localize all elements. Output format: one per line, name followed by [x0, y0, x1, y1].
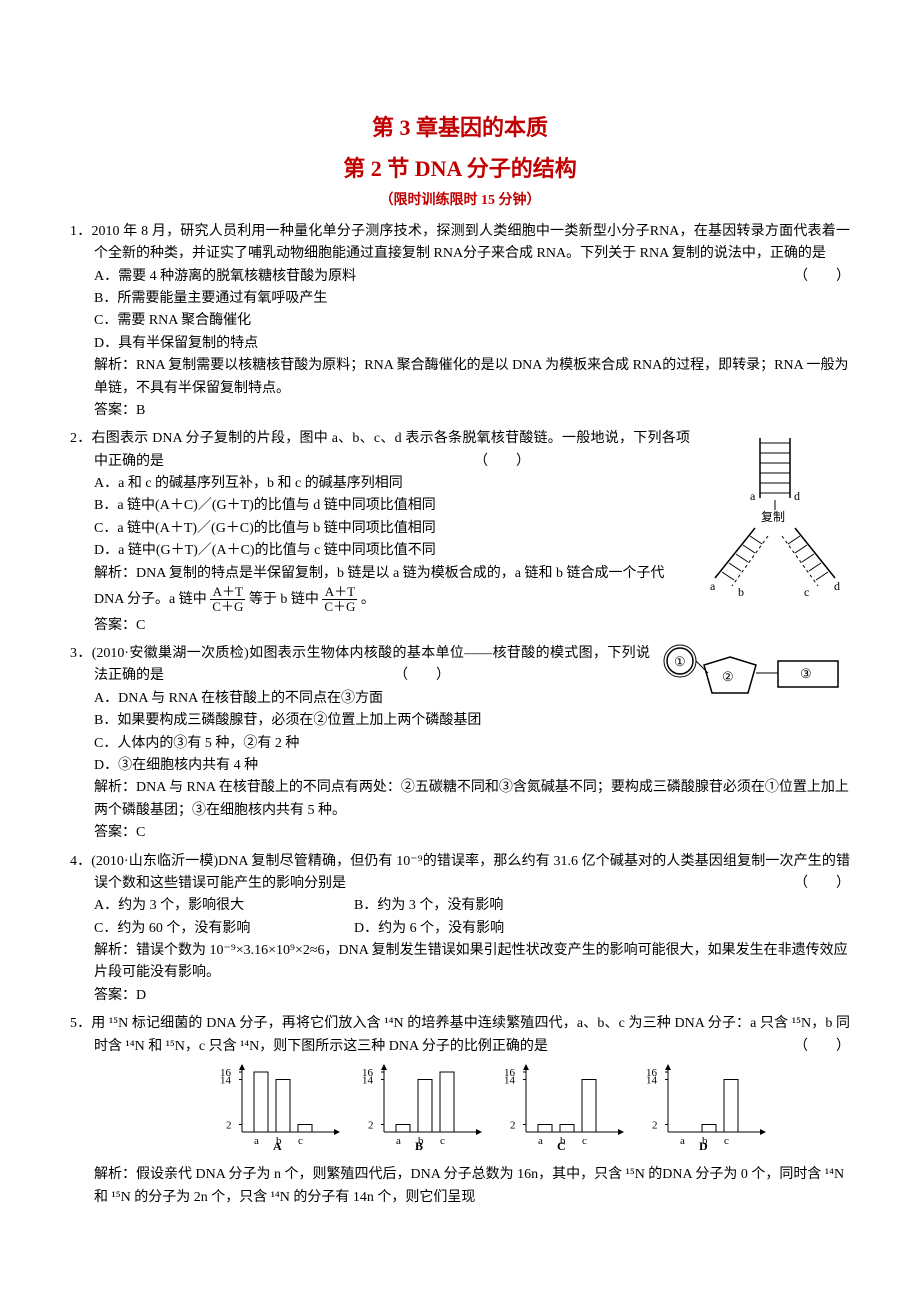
q1-stem: 1．2010 年 8 月，研究人员利用一种量化单分子测序技术，探测到人类细胞中一…: [70, 221, 850, 266]
fraction-icon: A＋TC＋G: [210, 585, 245, 615]
q4-row1: A．约为 3 个，影响很大B．约为 3 个，没有影响: [70, 895, 850, 917]
q4-num: 4．: [70, 854, 91, 869]
q3-text: (2010·安徽巢湖一次质检)如图表示生物体内核酸的基本单位——核苷酸的模式图，…: [92, 646, 650, 683]
svg-text:A: A: [273, 1139, 282, 1152]
svg-text:c: c: [440, 1135, 445, 1147]
q3-optC: C．人体内的③有 5 种，②有 2 种: [70, 733, 850, 755]
svg-text:2: 2: [368, 1120, 374, 1132]
nucleotide-icon: ① ② ③: [660, 643, 850, 703]
q3-answer: 答案：C: [70, 822, 850, 844]
q5-num: 5．: [70, 1016, 91, 1031]
q1-optD: D．具有半保留复制的特点: [70, 333, 850, 355]
question-3: ① ② ③ 3．(2010·安徽巢湖一次质检)如图表示生物体内核酸的基本单位——…: [70, 643, 850, 845]
q4-row2: C．约为 60 个，没有影响D．约为 6 个，没有影响: [70, 918, 850, 940]
svg-text:a: a: [680, 1135, 685, 1147]
svg-text:14: 14: [646, 1075, 658, 1087]
q3-paren: （ ）: [418, 665, 450, 687]
svg-text:c: c: [804, 585, 809, 598]
svg-text:②: ②: [722, 669, 734, 684]
q2-paren: （ ）: [498, 451, 530, 473]
q1-text: 2010 年 8 月，研究人员利用一种量化单分子测序技术，探测到人类细胞中一类新…: [91, 224, 850, 261]
q2-analysis-end: 。: [361, 592, 375, 607]
q2-analysis-mid: 等于 b 链中: [249, 592, 319, 607]
svg-text:14: 14: [362, 1075, 374, 1087]
q1-analysis: 解析：RNA 复制需要以核糖核苷酸为原料；RNA 聚合酶催化的是以 DNA 为模…: [70, 355, 850, 400]
chart-B: 16142abcB: [354, 1062, 484, 1152]
chart-D: 16142abcD: [638, 1062, 768, 1152]
q3-figure: ① ② ③: [660, 643, 850, 711]
chart-A: 16142abcA: [212, 1062, 342, 1152]
svg-text:③: ③: [800, 666, 812, 681]
question-1: 1．2010 年 8 月，研究人员利用一种量化单分子测序技术，探测到人类细胞中一…: [70, 221, 850, 423]
q1-optC: C．需要 RNA 聚合酶催化: [70, 310, 850, 332]
question-5: 5．用 ¹⁵N 标记细菌的 DNA 分子，再将它们放入含 ¹⁴N 的培养基中连续…: [70, 1013, 850, 1209]
q2-analysis-pre: 解析：DNA 复制的特点是半保留复制，b 链是以 a 链为模板合成的，a 链和 …: [94, 566, 664, 607]
q3-optB: B．如果要构成三磷酸腺苷，必须在②位置上加上两个磷酸基团: [70, 710, 850, 732]
svg-text:2: 2: [652, 1120, 658, 1132]
question-4: 4．(2010·山东临沂一模)DNA 复制尽管精确，但仍有 10⁻⁹的错误率，那…: [70, 851, 850, 1008]
q4-optA: A．约为 3 个，影响很大: [94, 895, 354, 917]
q4-analysis: 解析：错误个数为 10⁻⁹×3.16×10⁹×2≈6，DNA 复制发生错误如果引…: [70, 940, 850, 985]
q2-answer: 答案：C: [70, 615, 850, 637]
svg-text:2: 2: [510, 1120, 516, 1132]
q4-text: (2010·山东临沂一模)DNA 复制尽管精确，但仍有 10⁻⁹的错误率，那么约…: [91, 854, 850, 891]
chapter-title: 第 3 章基因的本质: [70, 110, 850, 145]
q3-analysis: 解析：DNA 与 RNA 在核苷酸上的不同点有两处：②五碳糖不同和③含氮碱基不同…: [70, 777, 850, 822]
q4-answer: 答案：D: [70, 985, 850, 1007]
svg-text:C: C: [557, 1139, 566, 1152]
svg-text:c: c: [582, 1135, 587, 1147]
question-2: a d 复制 a b c d: [70, 428, 850, 637]
q5-analysis: 解析：假设亲代 DNA 分子为 n 个，则繁殖四代后，DNA 分子总数为 16n…: [70, 1164, 850, 1209]
q1-answer: 答案：B: [70, 400, 850, 422]
q5-stem: 5．用 ¹⁵N 标记细菌的 DNA 分子，再将它们放入含 ¹⁴N 的培养基中连续…: [70, 1013, 850, 1058]
q1-optA: A．需要 4 种游离的脱氧核糖核苷酸为原料: [70, 266, 850, 288]
svg-text:2: 2: [226, 1120, 232, 1132]
svg-text:14: 14: [504, 1075, 516, 1087]
svg-text:a: a: [538, 1135, 543, 1147]
q1-paren: （ ）: [818, 266, 850, 288]
svg-text:D: D: [699, 1139, 708, 1152]
dna-replication-icon: a d 复制 a b c d: [700, 428, 850, 598]
svg-text:a: a: [750, 489, 756, 503]
q2-text: 右图表示 DNA 分子复制的片段，图中 a、b、c、d 表示各条脱氧核苷酸链。一…: [92, 431, 691, 468]
svg-text:c: c: [724, 1135, 729, 1147]
q5-paren: （ ）: [818, 1036, 850, 1058]
q5-charts: 16142abcA16142abcB16142abcC16142abcD: [130, 1062, 850, 1160]
svg-text:b: b: [738, 585, 744, 598]
svg-text:a: a: [710, 579, 716, 593]
svg-text:d: d: [794, 489, 800, 503]
svg-text:①: ①: [674, 654, 686, 669]
q3-optD: D．③在细胞核内共有 4 种: [70, 755, 850, 777]
q1-optB: B．所需要能量主要通过有氧呼吸产生: [70, 288, 850, 310]
svg-text:d: d: [834, 579, 840, 593]
q2-figure: a d 复制 a b c d: [700, 428, 850, 606]
svg-text:14: 14: [220, 1075, 232, 1087]
q4-optD: D．约为 6 个，没有影响: [354, 921, 504, 936]
timed-note: （限时训练限时 15 分钟）: [70, 190, 850, 212]
q3-num: 3．: [70, 646, 92, 661]
q2-num: 2．: [70, 431, 92, 446]
section-title: 第 2 节 DNA 分子的结构: [70, 151, 850, 186]
q4-optB: B．约为 3 个，没有影响: [354, 898, 503, 913]
q4-stem: 4．(2010·山东临沂一模)DNA 复制尽管精确，但仍有 10⁻⁹的错误率，那…: [70, 851, 850, 896]
svg-text:a: a: [396, 1135, 401, 1147]
q5-text: 用 ¹⁵N 标记细菌的 DNA 分子，再将它们放入含 ¹⁴N 的培养基中连续繁殖…: [91, 1016, 850, 1053]
q4-paren: （ ）: [818, 873, 850, 895]
q1-num: 1．: [70, 224, 91, 239]
svg-text:复制: 复制: [761, 510, 785, 524]
svg-text:c: c: [298, 1135, 303, 1147]
fraction-icon: A＋TC＋G: [322, 585, 357, 615]
chart-C: 16142abcC: [496, 1062, 626, 1152]
svg-text:a: a: [254, 1135, 259, 1147]
q4-optC: C．约为 60 个，没有影响: [94, 918, 354, 940]
svg-text:B: B: [415, 1139, 423, 1152]
